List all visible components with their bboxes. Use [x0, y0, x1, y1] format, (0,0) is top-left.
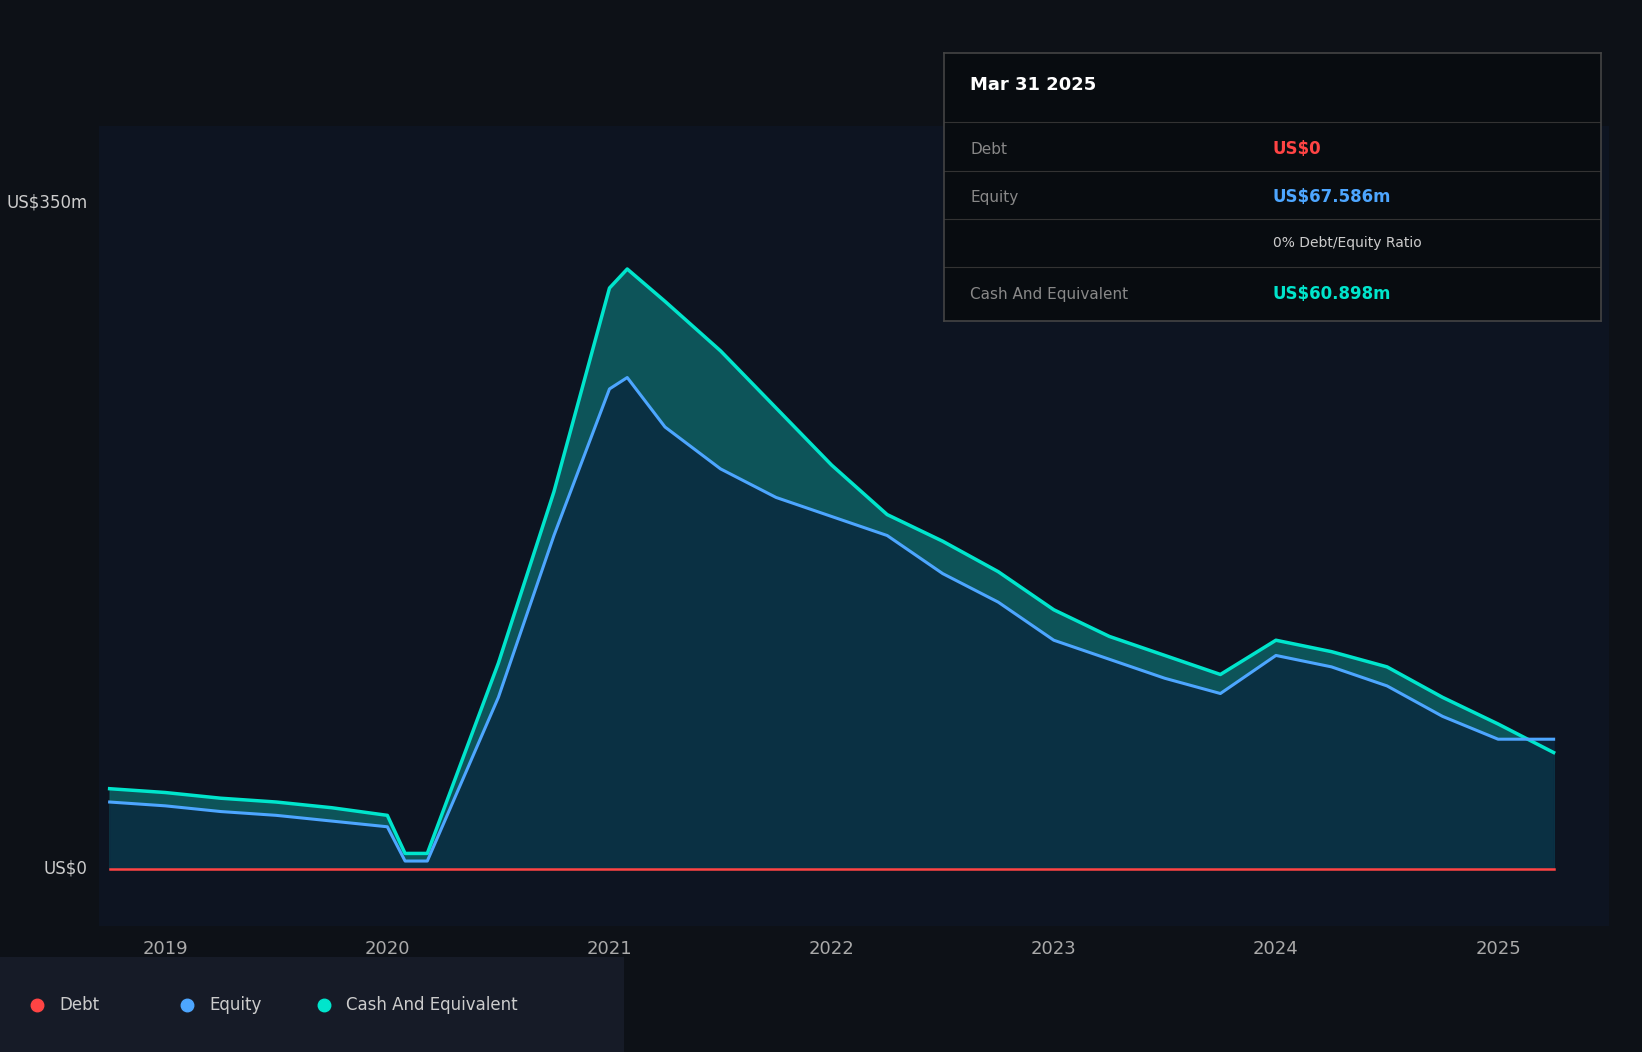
Text: US$350m: US$350m	[7, 194, 87, 211]
Text: Cash And Equivalent: Cash And Equivalent	[346, 995, 517, 1014]
Text: Mar 31 2025: Mar 31 2025	[970, 76, 1097, 94]
Text: Equity: Equity	[970, 190, 1018, 205]
Text: Debt: Debt	[970, 142, 1008, 157]
Text: US$60.898m: US$60.898m	[1273, 285, 1391, 303]
Text: Equity: Equity	[209, 995, 261, 1014]
Text: US$67.586m: US$67.586m	[1273, 188, 1391, 206]
Text: US$0: US$0	[44, 859, 87, 877]
Text: 0% Debt/Equity Ratio: 0% Debt/Equity Ratio	[1273, 236, 1422, 250]
Text: Debt: Debt	[59, 995, 100, 1014]
Text: Cash And Equivalent: Cash And Equivalent	[970, 286, 1128, 302]
Text: US$0: US$0	[1273, 140, 1322, 158]
